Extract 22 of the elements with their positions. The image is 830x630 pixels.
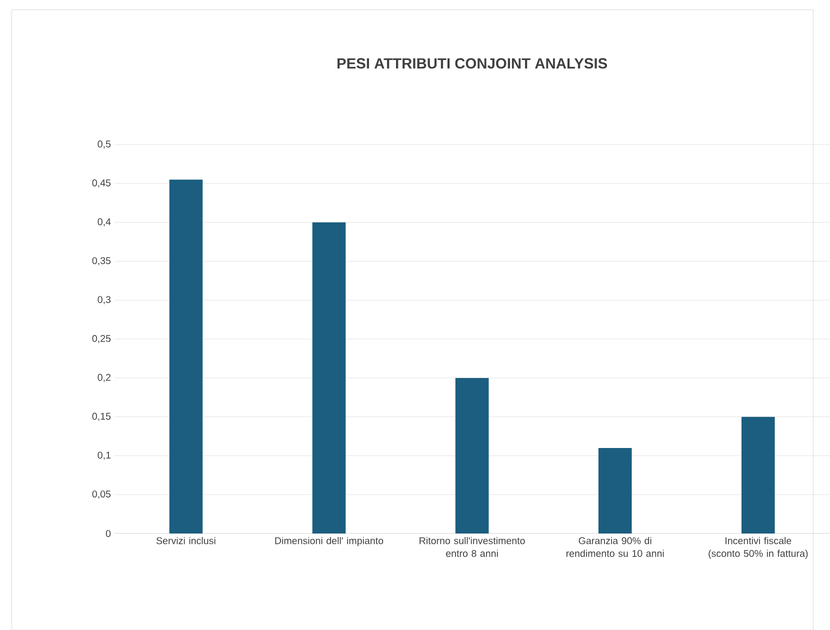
x-tick-label: Dimensioni dell' impianto <box>275 536 384 546</box>
x-tick-label: Incentivi fiscale (sconto 50% in fattura) <box>708 536 808 559</box>
y-tick-label: 0,2 <box>98 374 110 382</box>
bar <box>312 222 346 534</box>
y-tick-label: 0,45 <box>92 179 111 188</box>
y-tick-label: 0,25 <box>92 334 111 344</box>
y-tick-label: 0,15 <box>92 412 111 421</box>
x-tick-label: Ritorno sull'investimento entro 8 anni <box>420 536 525 557</box>
x-tick-label: Garanzia 90% di rendimento su 10 anni <box>566 536 664 557</box>
chart-title: PESI ATTRIBUTI CONJOINT ANALYSIS <box>337 58 608 68</box>
bar <box>169 179 203 534</box>
bar <box>598 448 632 534</box>
y-tick-label: 0,3 <box>98 296 111 304</box>
y-tick-label: 0 <box>106 530 111 537</box>
bar <box>455 378 489 534</box>
y-tick-label: 0,05 <box>92 490 111 499</box>
y-tick-label: 0,4 <box>98 218 111 226</box>
y-tick-label: 0,1 <box>98 452 111 460</box>
y-tick-label: 0,5 <box>98 140 111 149</box>
x-tick-label: Servizi inclusi <box>156 536 216 544</box>
bar <box>742 416 775 534</box>
y-tick-label: 0,35 <box>92 257 111 266</box>
